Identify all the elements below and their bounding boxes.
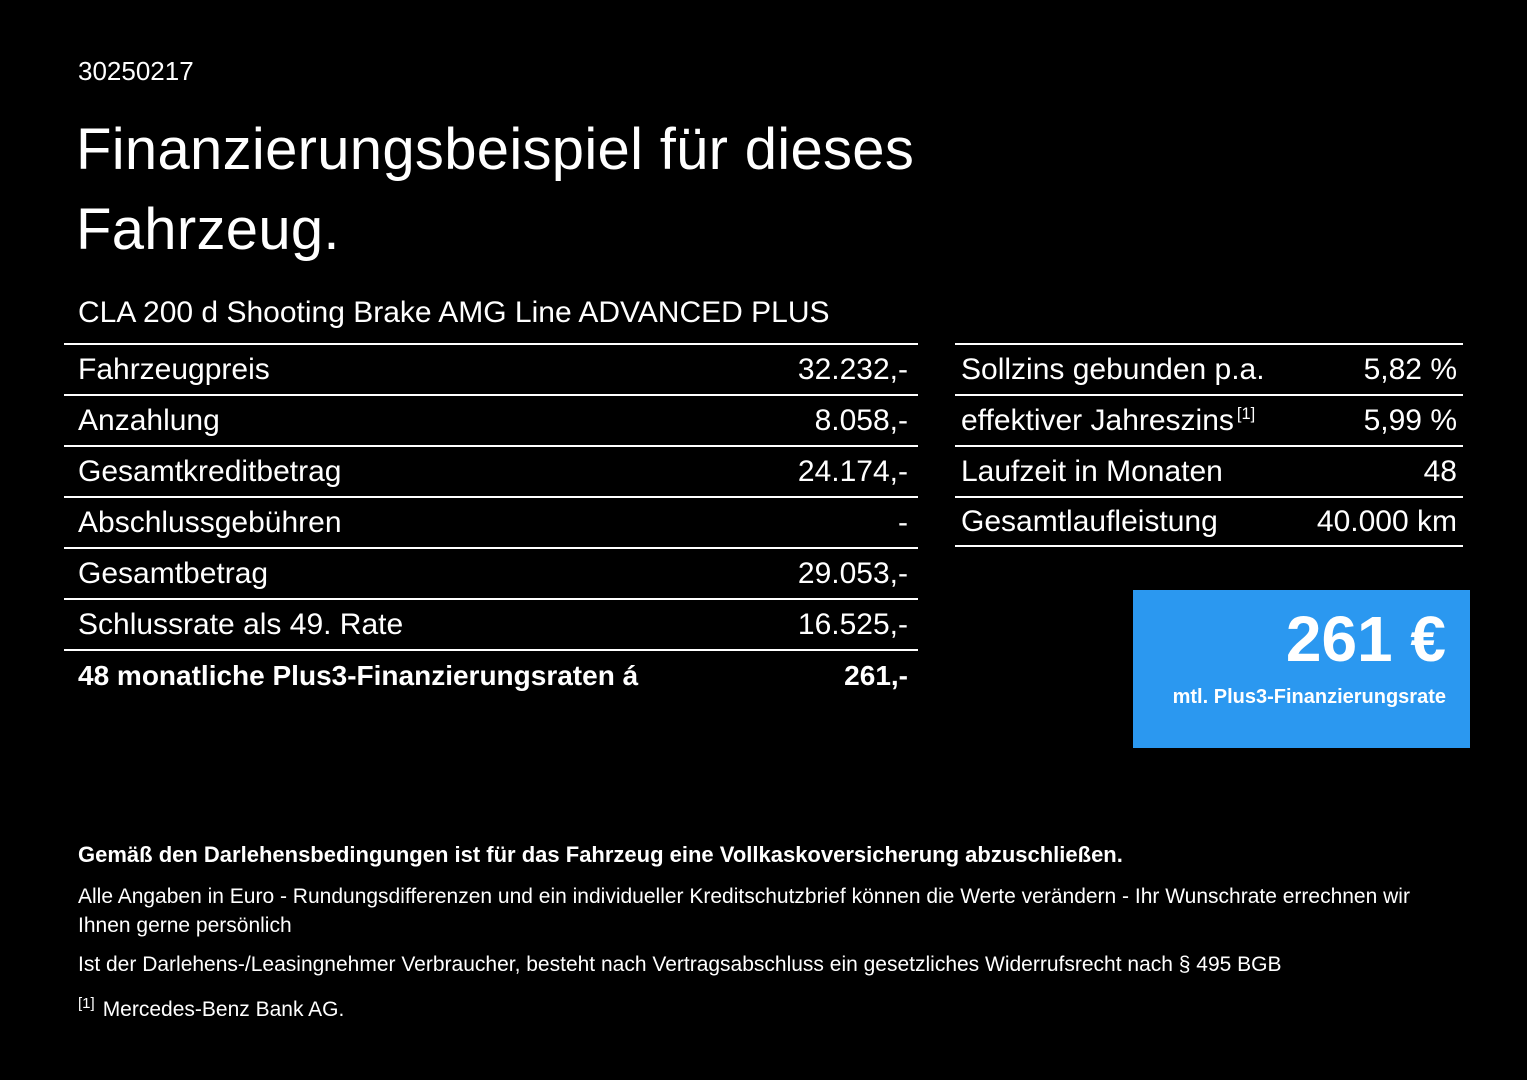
row-label: Laufzeit in Monaten [961,454,1223,488]
footnote-reference: [1] Mercedes-Benz Bank AG. [78,995,1468,1022]
page-title: Finanzierungsbeispiel für dieses Fahrzeu… [76,110,914,270]
table-row-anzahlung: Anzahlung 8.058,- [64,394,918,445]
table-row-effektiver-jahreszins: effektiver Jahreszins [1] 5,99 % [955,394,1463,445]
table-row-abschlussgebuehren: Abschlussgebühren - [64,496,918,547]
footnote-reference-marker: [1] [78,995,95,1013]
monthly-rate-amount: 261 € [1285,603,1446,675]
row-label: 48 monatliche Plus3-Finanzierungsraten á [78,659,639,691]
finance-table-left: Fahrzeugpreis 32.232,- Anzahlung 8.058,-… [64,343,918,700]
table-row-sollzins: Sollzins gebunden p.a. 5,82 % [955,343,1463,394]
vehicle-model-name: CLA 200 d Shooting Brake AMG Line ADVANC… [78,296,830,329]
footnote-marker: [1] [1236,404,1256,423]
row-label: Gesamtbetrag [78,556,269,590]
disclaimer-note-1: Alle Angaben in Euro - Rundungsdifferenz… [78,885,1410,938]
table-row-gesamtlaufleistung: Gesamtlaufleistung 40.000 km [955,496,1463,547]
row-value: 261,- [844,659,908,691]
table-row-schlussrate: Schlussrate als 49. Rate 16.525,- [64,598,918,649]
table-row-monatsraten: 48 monatliche Plus3-Finanzierungsraten á… [64,649,918,700]
row-label: Anzahlung [78,403,220,437]
table-row-fahrzeugpreis: Fahrzeugpreis 32.232,- [64,343,918,394]
footnote-reference-text: Mercedes-Benz Bank AG. [102,998,345,1022]
monthly-rate-caption: mtl. Plus3-Finanzierungsrate [1172,686,1446,709]
row-label: Gesamtlaufleistung [961,504,1218,538]
document-reference-number: 30250217 [78,56,194,86]
row-value: 8.058,- [814,403,908,437]
row-label: Schlussrate als 49. Rate [78,607,404,641]
row-label: Abschlussgebühren [78,505,342,539]
row-label: Sollzins gebunden p.a. [961,352,1265,386]
row-value: 48 [1423,454,1457,488]
rate-box: 261 € mtl. Plus3-Finanzierungsrate [1133,590,1470,748]
footnotes-section: Gemäß den Darlehensbedingungen ist für d… [78,842,1468,1022]
row-value: - [898,505,908,539]
row-label: effektiver Jahreszins [1] [961,403,1256,437]
page-title-line2: Fahrzeug. [76,197,340,263]
disclaimer-note-2: Ist der Darlehens-/Leasingnehmer Verbrau… [78,952,1282,976]
row-value: 16.525,- [797,607,908,641]
row-label: Gesamtkreditbetrag [78,454,342,488]
insurance-note: Gemäß den Darlehensbedingungen ist für d… [78,842,1123,867]
row-value: 29.053,- [797,556,908,590]
row-value: 5,99 % [1363,403,1457,437]
row-value: 40.000 km [1316,504,1457,538]
row-value: 24.174,- [797,454,908,488]
table-row-gesamtbetrag: Gesamtbetrag 29.053,- [64,547,918,598]
page-title-line1: Finanzierungsbeispiel für dieses [76,117,915,182]
table-row-gesamtkreditbetrag: Gesamtkreditbetrag 24.174,- [64,445,918,496]
finance-table-right: Sollzins gebunden p.a. 5,82 % effektiver… [955,343,1463,547]
row-value: 32.232,- [797,352,908,386]
row-value: 5,82 % [1363,352,1457,386]
row-label: Fahrzeugpreis [78,352,270,386]
table-row-laufzeit: Laufzeit in Monaten 48 [955,445,1463,496]
